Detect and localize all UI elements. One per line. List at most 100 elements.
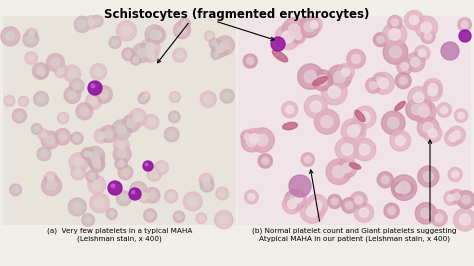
Circle shape: [13, 187, 18, 193]
Circle shape: [164, 190, 178, 203]
Circle shape: [376, 77, 383, 83]
Circle shape: [37, 95, 45, 102]
Circle shape: [46, 136, 55, 144]
Circle shape: [392, 19, 398, 26]
Circle shape: [127, 119, 136, 128]
Circle shape: [172, 114, 177, 120]
Circle shape: [395, 73, 411, 89]
Circle shape: [304, 22, 314, 32]
Circle shape: [282, 102, 298, 118]
Circle shape: [214, 45, 225, 55]
Circle shape: [64, 65, 81, 82]
Circle shape: [423, 122, 433, 133]
Circle shape: [86, 170, 98, 182]
Circle shape: [359, 208, 369, 217]
Circle shape: [415, 203, 437, 224]
Circle shape: [118, 165, 133, 180]
Text: (b) Normal platelet count and Giant platelets suggesting
Atypical MAHA in our pa: (b) Normal platelet count and Giant plat…: [252, 228, 457, 243]
Circle shape: [132, 191, 135, 194]
Circle shape: [331, 198, 338, 205]
Circle shape: [55, 129, 71, 145]
Circle shape: [68, 198, 86, 216]
Circle shape: [458, 18, 472, 31]
Ellipse shape: [349, 163, 361, 169]
Circle shape: [244, 128, 264, 148]
Circle shape: [299, 16, 320, 38]
Circle shape: [117, 125, 127, 135]
Circle shape: [243, 54, 257, 68]
Circle shape: [448, 167, 462, 181]
Circle shape: [406, 52, 425, 72]
Circle shape: [81, 107, 89, 115]
Circle shape: [420, 103, 428, 111]
Circle shape: [355, 196, 363, 204]
Bar: [238, 16, 471, 225]
Circle shape: [29, 31, 34, 37]
Circle shape: [454, 208, 474, 231]
Circle shape: [347, 49, 365, 68]
Circle shape: [98, 132, 105, 139]
Circle shape: [400, 77, 407, 85]
Circle shape: [59, 133, 66, 141]
Circle shape: [390, 46, 401, 58]
Circle shape: [452, 131, 461, 139]
Circle shape: [137, 48, 146, 57]
Circle shape: [428, 129, 437, 138]
Circle shape: [117, 21, 137, 41]
Circle shape: [92, 180, 101, 189]
Circle shape: [388, 207, 395, 214]
Circle shape: [291, 29, 306, 44]
Circle shape: [143, 94, 147, 99]
Circle shape: [122, 26, 131, 36]
Circle shape: [105, 130, 113, 138]
Circle shape: [410, 15, 419, 25]
Circle shape: [144, 209, 156, 222]
Circle shape: [360, 112, 370, 123]
Circle shape: [38, 129, 50, 141]
Circle shape: [28, 55, 34, 61]
Circle shape: [383, 40, 408, 64]
Circle shape: [41, 131, 59, 149]
Circle shape: [321, 116, 333, 128]
Circle shape: [423, 78, 442, 98]
Circle shape: [138, 93, 148, 104]
Circle shape: [95, 198, 104, 208]
Circle shape: [118, 161, 124, 167]
Circle shape: [94, 18, 100, 24]
Circle shape: [90, 97, 98, 105]
Circle shape: [26, 28, 37, 40]
Circle shape: [106, 209, 117, 219]
Circle shape: [411, 104, 422, 115]
Circle shape: [287, 200, 297, 209]
Circle shape: [134, 186, 143, 194]
Circle shape: [204, 95, 212, 103]
Circle shape: [83, 148, 94, 160]
Circle shape: [300, 199, 325, 223]
Circle shape: [209, 38, 219, 49]
Circle shape: [245, 190, 258, 204]
Circle shape: [354, 106, 376, 128]
Circle shape: [283, 195, 301, 214]
Circle shape: [91, 84, 95, 88]
Circle shape: [21, 99, 26, 104]
Circle shape: [122, 48, 135, 61]
Circle shape: [122, 169, 129, 176]
Circle shape: [304, 156, 311, 163]
Circle shape: [201, 91, 216, 107]
Circle shape: [178, 26, 186, 34]
Circle shape: [51, 58, 60, 67]
Circle shape: [111, 184, 115, 188]
Circle shape: [447, 195, 454, 201]
Circle shape: [241, 132, 262, 152]
Circle shape: [445, 130, 461, 146]
Circle shape: [84, 151, 90, 157]
Circle shape: [392, 182, 407, 196]
Circle shape: [74, 158, 83, 167]
Circle shape: [150, 27, 166, 43]
Circle shape: [447, 126, 465, 144]
Circle shape: [406, 99, 428, 120]
Circle shape: [71, 165, 86, 180]
Circle shape: [414, 45, 430, 61]
Circle shape: [334, 71, 345, 83]
Circle shape: [25, 52, 37, 64]
